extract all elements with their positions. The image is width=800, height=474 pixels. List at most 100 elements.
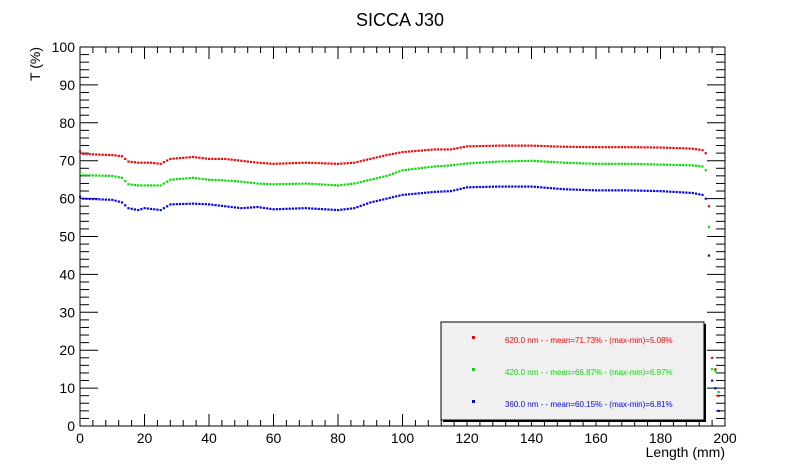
data-point [665, 190, 669, 193]
y-tick-label: 10 [59, 380, 75, 396]
data-point [82, 152, 85, 156]
data-point [420, 149, 424, 152]
data-point [462, 162, 465, 165]
data-point [462, 145, 465, 149]
data-point [520, 185, 524, 188]
data-point [166, 159, 169, 162]
data-point [511, 185, 514, 188]
data-point [104, 198, 107, 201]
data-point [130, 160, 133, 164]
data-point [643, 146, 646, 149]
y-tick-label: 30 [59, 304, 75, 320]
data-point [362, 159, 365, 162]
data-point [691, 191, 694, 195]
x-tick-label: 40 [201, 430, 217, 446]
data-point [501, 144, 504, 147]
data-point [169, 178, 172, 181]
data-point [262, 162, 266, 165]
data-point [340, 183, 343, 187]
data-point [214, 204, 217, 207]
data-point [230, 205, 233, 209]
data-point [324, 183, 327, 186]
legend-entry-label: 360.0 nm - - mean=60.15% - (max-min)=6.8… [505, 400, 673, 409]
data-point [253, 182, 256, 185]
data-point [346, 183, 349, 186]
data-point [578, 145, 582, 149]
data-point [582, 145, 585, 149]
data-point [243, 180, 246, 184]
data-point [614, 146, 617, 149]
data-point [633, 189, 636, 192]
data-point [536, 160, 540, 163]
data-point [404, 193, 407, 196]
data-point [495, 160, 498, 163]
data-point [669, 190, 672, 193]
data-point [572, 145, 575, 148]
data-point [124, 157, 127, 161]
data-point [511, 160, 514, 163]
data-point [108, 153, 111, 157]
data-point [627, 189, 630, 192]
data-point [714, 387, 717, 390]
data-point [117, 176, 120, 179]
data-point [507, 160, 511, 163]
data-point [414, 167, 417, 170]
data-point [307, 161, 311, 164]
data-point [659, 163, 662, 166]
data-point [178, 177, 182, 181]
series-2 [79, 185, 720, 413]
data-point [417, 167, 420, 170]
data-point [527, 144, 530, 147]
data-point [278, 207, 282, 211]
data-point [249, 206, 253, 209]
data-point [256, 182, 259, 185]
data-point [327, 183, 330, 186]
data-point [533, 159, 536, 163]
data-point [166, 180, 169, 183]
data-point [143, 184, 146, 187]
data-point [337, 162, 340, 165]
data-point [304, 182, 307, 185]
data-point [266, 162, 269, 165]
data-point [653, 146, 656, 149]
data-point [211, 203, 214, 206]
data-point [156, 162, 159, 165]
data-point [398, 170, 401, 173]
data-point [262, 206, 266, 210]
data-point [301, 207, 304, 210]
data-point [630, 162, 633, 166]
data-point [475, 145, 478, 148]
data-point [575, 145, 578, 149]
data-point [85, 174, 88, 177]
data-point [485, 144, 488, 148]
data-point [91, 197, 95, 201]
data-point [588, 162, 591, 165]
data-point [536, 144, 540, 147]
data-point [630, 146, 633, 149]
data-point [85, 153, 88, 156]
data-point [79, 171, 82, 174]
data-point [546, 186, 549, 189]
data-point [591, 162, 594, 165]
data-point [391, 152, 395, 156]
data-point [491, 185, 494, 188]
data-point [462, 186, 465, 190]
data-point [611, 189, 614, 192]
data-point [691, 147, 694, 150]
data-point [275, 208, 278, 211]
data-point [317, 183, 320, 186]
x-axis-label: Length (mm) [646, 444, 725, 460]
data-point [636, 162, 640, 166]
data-point [443, 190, 446, 193]
data-point [278, 183, 282, 186]
data-point [208, 157, 211, 161]
data-point [427, 166, 430, 169]
data-point [553, 161, 556, 164]
data-point [288, 182, 291, 186]
data-point [549, 160, 553, 164]
data-point [575, 162, 578, 165]
data-point [640, 189, 643, 192]
data-point [559, 161, 562, 164]
data-point [182, 177, 185, 180]
data-point [359, 180, 362, 184]
